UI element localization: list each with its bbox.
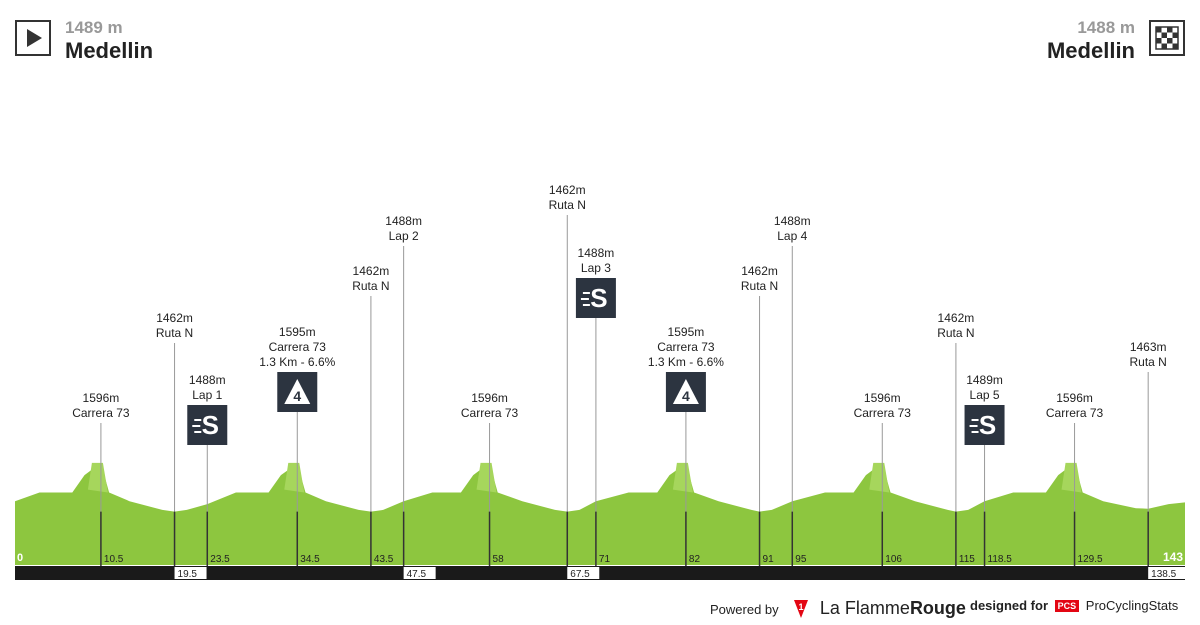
marker-label: Carrera 73 xyxy=(1046,406,1104,420)
pcs-logo-icon: PCS xyxy=(1054,600,1080,612)
powered-label: Powered by xyxy=(710,602,779,617)
marker-label: 1595m xyxy=(668,325,705,339)
distance-label: 19.5 xyxy=(178,569,198,580)
distance-label-start: 0 xyxy=(17,552,23,564)
marker-label: 1.3 Km - 6.6% xyxy=(648,355,724,369)
distance-label: 67.5 xyxy=(570,569,590,580)
marker-label: 1488m xyxy=(578,246,615,260)
marker-label: Lap 2 xyxy=(389,229,419,243)
finish-flag xyxy=(1149,20,1185,56)
marker-label: 1488m xyxy=(189,373,226,387)
start-info: 1489 m Medellin xyxy=(65,18,153,64)
start-flag xyxy=(15,20,51,56)
summit-highlight xyxy=(476,462,497,493)
marker-label: Ruta N xyxy=(1130,355,1167,369)
marker-label: Carrera 73 xyxy=(72,406,130,420)
distance-label: 34.5 xyxy=(300,554,320,565)
sprint-icon-letter: S xyxy=(202,410,219,440)
marker-label: 1596m xyxy=(1056,391,1093,405)
sprint-icon-letter: S xyxy=(979,410,996,440)
marker-label: Ruta N xyxy=(352,279,389,293)
powered-by: Powered by 1 La FlammeRouge xyxy=(710,598,966,620)
summit-highlight xyxy=(284,462,305,493)
marker-label: 1489m xyxy=(966,373,1003,387)
marker-label: 1462m xyxy=(156,311,193,325)
distance-label: 118.5 xyxy=(988,554,1013,565)
marker-label: 1.3 Km - 6.6% xyxy=(259,355,335,369)
powered-brand-b: Rouge xyxy=(909,598,966,618)
powered-brand-a: La Flamme xyxy=(819,598,910,618)
marker-label: 1596m xyxy=(83,391,120,405)
marker-label: 1488m xyxy=(774,214,811,228)
distance-label-finish: 143 xyxy=(1163,550,1183,564)
marker-label: Carrera 73 xyxy=(854,406,912,420)
distance-label: 47.5 xyxy=(407,569,427,580)
marker-label: Lap 4 xyxy=(777,229,807,243)
checkered-flag-icon xyxy=(1155,26,1179,50)
start-altitude: 1489 m xyxy=(65,18,123,37)
distance-label-bg xyxy=(1148,567,1187,579)
marker-label: Ruta N xyxy=(741,279,778,293)
designed-for: designed for PCS ProCyclingStats xyxy=(970,598,1178,613)
designed-label: designed for xyxy=(970,598,1049,613)
distance-label-bg xyxy=(174,567,207,579)
distance-label: 71 xyxy=(599,554,611,565)
marker-label: 1463m xyxy=(1130,340,1167,354)
distance-label: 138.5 xyxy=(1151,569,1176,580)
distance-label: 58 xyxy=(493,554,505,565)
sprint-icon-letter: S xyxy=(590,283,607,313)
distance-label: 106 xyxy=(885,554,902,565)
profile-area xyxy=(15,462,1185,565)
summit-highlight xyxy=(1061,462,1082,493)
distance-bar xyxy=(15,566,1185,580)
marker-label: 1595m xyxy=(279,325,316,339)
marker-label: 1462m xyxy=(938,311,975,325)
distance-label: 95 xyxy=(795,554,807,565)
finish-info: 1488 m Medellin xyxy=(1047,18,1135,64)
play-icon xyxy=(27,29,42,47)
finish-altitude: 1488 m xyxy=(1077,18,1135,37)
marker-label: 1596m xyxy=(471,391,508,405)
marker-label: 1462m xyxy=(549,183,586,197)
distance-label: 10.5 xyxy=(104,554,124,565)
marker-label: 1488m xyxy=(385,214,422,228)
distance-label-bg xyxy=(567,567,600,579)
climb-icon-category: 4 xyxy=(682,388,690,404)
marker-label: Lap 1 xyxy=(192,388,222,402)
climb-icon-triangle xyxy=(284,379,311,404)
designed-brand: ProCyclingStats xyxy=(1085,598,1179,613)
finish-city: Medellin xyxy=(1046,38,1135,63)
summit-highlight xyxy=(672,462,693,493)
marker-label: 1462m xyxy=(353,264,390,278)
distance-label: 115 xyxy=(959,554,975,565)
climb-icon-triangle xyxy=(672,379,699,404)
start-city: Medellin xyxy=(65,38,154,63)
summit-highlight xyxy=(869,462,890,493)
marker-label: Carrera 73 xyxy=(461,406,519,420)
marker-label: Carrera 73 xyxy=(657,340,715,354)
marker-label: Lap 5 xyxy=(970,388,1000,402)
distance-label: 82 xyxy=(689,554,701,565)
marker-label: 1462m xyxy=(741,264,778,278)
marker-label: Ruta N xyxy=(937,326,974,340)
svg-text:1: 1 xyxy=(799,602,804,612)
distance-label: 23.5 xyxy=(210,554,230,565)
marker-label: Ruta N xyxy=(549,198,586,212)
distance-label-bg xyxy=(403,567,436,579)
distance-label: 91 xyxy=(763,554,775,565)
marker-label: Ruta N xyxy=(156,326,193,340)
marker-label: Lap 3 xyxy=(581,261,611,275)
distance-label: 43.5 xyxy=(374,554,394,565)
distance-label: 129.5 xyxy=(1078,554,1103,565)
flamme-rouge-logo-icon: 1 xyxy=(794,600,809,618)
climb-icon-category: 4 xyxy=(293,388,301,404)
summit-highlight xyxy=(87,462,108,493)
marker-label: Carrera 73 xyxy=(269,340,327,354)
marker-label: 1596m xyxy=(864,391,901,405)
